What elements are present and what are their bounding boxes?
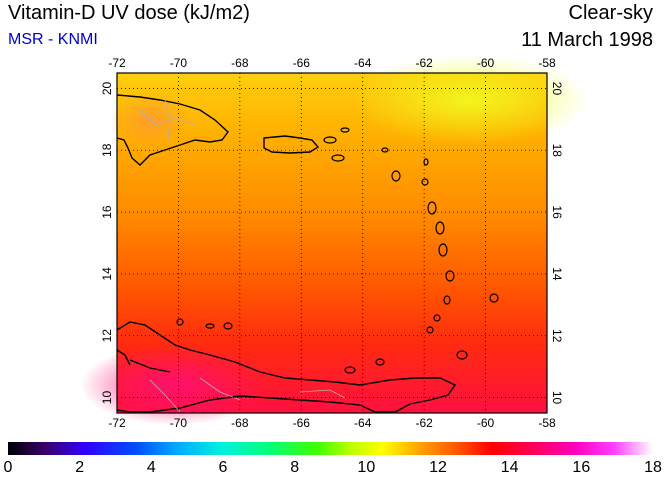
lat-tick-label-right: 18 (550, 144, 564, 158)
lat-tick-label-right: 12 (550, 329, 564, 343)
lon-tick-label-bottom: -66 (293, 416, 311, 430)
lat-tick-label-left: 12 (100, 329, 114, 343)
colorbar-tick-label: 12 (429, 459, 447, 476)
islands (176, 127, 499, 374)
lat-tick-label-left: 16 (100, 205, 114, 219)
lon-tick-label-top: -58 (538, 56, 556, 70)
lat-tick-label-right: 20 (550, 82, 564, 96)
lon-tick-label-bottom: -70 (170, 416, 188, 430)
colorbar (8, 442, 653, 455)
lon-tick-label-top: -62 (415, 56, 433, 70)
uv-field (80, 55, 590, 425)
colorbar-tick-label: 16 (572, 459, 591, 476)
lon-tick-label-top: -72 (108, 56, 126, 70)
lat-tick-label-left: 10 (100, 391, 114, 405)
colorbar-tick-label: 6 (218, 459, 228, 476)
graticule (117, 73, 547, 413)
lat-tick-label-right: 10 (550, 391, 564, 405)
map-title: Vitamin-D UV dose (kJ/m2) (8, 2, 250, 24)
lon-tick-label-top: -66 (293, 56, 311, 70)
lon-tick-label-top: -70 (170, 56, 188, 70)
lon-tick-label-top: -64 (354, 56, 372, 70)
colorbar-tick-label: 8 (290, 459, 300, 476)
sky-condition: Clear-sky (568, 2, 653, 24)
lat-tick-label-right: 16 (550, 205, 564, 219)
lon-tick-label-bottom: -62 (415, 416, 433, 430)
axis-ticks: -72 -72 -70 -70 -68 -68 -66 -66 -64 -64 -62 -62 -60 -… (100, 56, 564, 430)
lon-tick-label-top: -68 (231, 56, 249, 70)
lat-tick-label-left: 14 (100, 267, 114, 281)
map-date: 11 March 1998 (521, 29, 653, 51)
coastlines (116, 94, 457, 413)
colorbar-tick-label: 18 (644, 459, 662, 476)
lon-tick-label-bottom: -64 (354, 416, 372, 430)
lon-tick-label-top: -60 (477, 56, 495, 70)
lat-tick-label-right: 14 (550, 267, 564, 281)
colorbar-tick-label: 14 (500, 459, 519, 476)
colorbar-tick-label: 0 (3, 459, 13, 476)
map-frame (116, 72, 548, 414)
colorbar-tick-label: 2 (75, 459, 85, 476)
colorbar-tick-label: 10 (357, 459, 376, 476)
colorbar-tick-label: 4 (146, 459, 156, 476)
source-label: MSR - KNMI (8, 31, 98, 48)
lat-tick-label-left: 18 (100, 143, 114, 157)
lon-tick-label-bottom: -72 (108, 416, 126, 430)
lon-tick-label-bottom: -68 (231, 416, 249, 430)
lat-tick-label-left: 20 (100, 81, 114, 95)
lon-tick-label-bottom: -60 (477, 416, 495, 430)
lon-tick-label-bottom: -58 (538, 416, 556, 430)
